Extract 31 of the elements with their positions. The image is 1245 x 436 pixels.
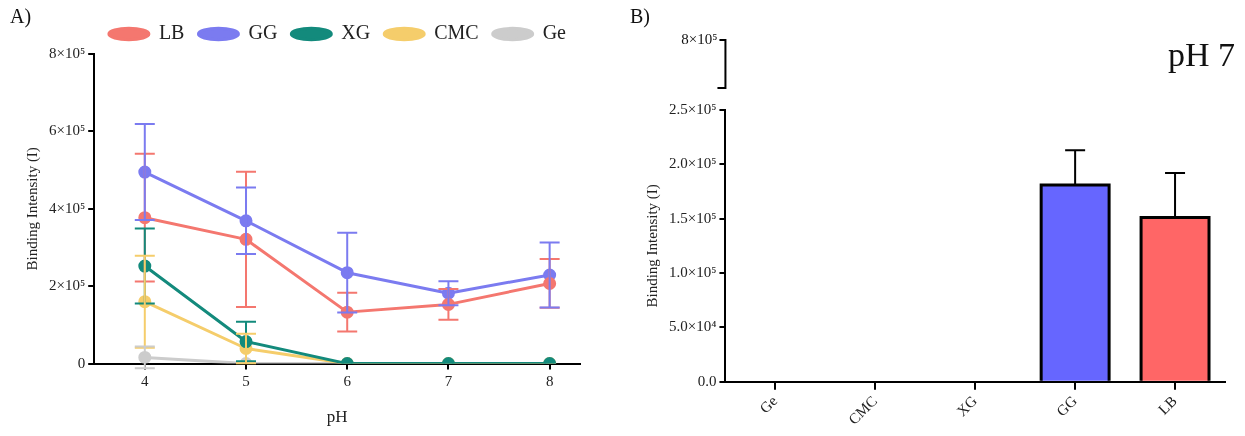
y-tick-label: 2.0×10⁵: [668, 155, 717, 172]
x-tick-label: LB: [1155, 392, 1180, 418]
y-tick-label: 2×10⁵: [48, 277, 86, 294]
y-tick-label: 2.5×10⁵: [668, 100, 717, 117]
x-tick-label: XG: [953, 392, 981, 420]
legend-label: LB: [158, 21, 185, 44]
y-axis-title: Binding Intensity (I): [643, 184, 661, 308]
y-tick-label: 0.0: [697, 372, 717, 389]
y-tick-label: 0: [77, 354, 86, 371]
x-axis-title: pH: [326, 407, 348, 427]
text: pH 7: [1167, 35, 1235, 73]
y-tick-label: 4×10⁵: [48, 199, 86, 216]
legend-label: CMC: [434, 21, 479, 44]
x-tick-label: 6: [343, 372, 352, 389]
x-tick-label: 4: [141, 372, 150, 389]
y-tick-label: 6×10⁵: [48, 122, 86, 139]
y-tick-label: 1.0×10⁵: [668, 263, 717, 280]
chart-title: B): [630, 5, 650, 29]
x-tick-label: 7: [444, 372, 453, 389]
x-tick-label: 5: [242, 372, 250, 389]
legend-label: Ge: [542, 21, 567, 44]
y-tick-label: 1.5×10⁵: [668, 209, 717, 226]
x-tick-label: 8: [545, 372, 554, 389]
y-tick-label: 5.0×10⁴: [668, 318, 717, 335]
legend-label: GG: [248, 21, 278, 44]
y-axis-title: Binding Intensity (I): [23, 147, 41, 271]
legend-label: XG: [341, 21, 371, 44]
chart-title: A): [10, 5, 32, 29]
x-tick-label: GG: [1053, 392, 1081, 420]
y-tick-label: 8×10⁵: [48, 44, 86, 61]
x-tick-label: Ge: [756, 392, 781, 417]
